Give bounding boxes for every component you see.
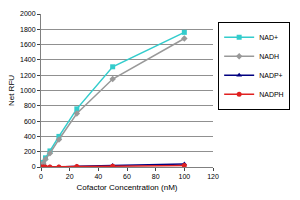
svg-text:0: 0: [32, 163, 36, 170]
svg-text:20: 20: [66, 173, 74, 180]
svg-text:60: 60: [123, 173, 131, 180]
svg-text:200: 200: [24, 148, 36, 155]
svg-text:1200: 1200: [20, 72, 36, 79]
svg-text:80: 80: [152, 173, 160, 180]
svg-text:2000: 2000: [20, 10, 36, 17]
svg-text:1400: 1400: [20, 56, 36, 63]
svg-text:1800: 1800: [20, 26, 36, 33]
svg-text:Cofactor Concentration (nM): Cofactor Concentration (nM): [77, 183, 178, 192]
svg-text:800: 800: [24, 102, 36, 109]
svg-text:100: 100: [178, 173, 190, 180]
svg-text:400: 400: [24, 133, 36, 140]
svg-text:Net RFU: Net RFU: [7, 75, 16, 106]
svg-text:NADH: NADH: [259, 53, 279, 60]
svg-text:0: 0: [39, 173, 43, 180]
svg-text:600: 600: [24, 118, 36, 125]
svg-text:NADP+: NADP+: [259, 72, 283, 79]
svg-text:40: 40: [94, 173, 102, 180]
svg-text:1600: 1600: [20, 41, 36, 48]
svg-text:NADPH: NADPH: [259, 91, 284, 98]
svg-text:1000: 1000: [20, 87, 36, 94]
svg-text:NAD+: NAD+: [259, 34, 278, 41]
svg-text:120: 120: [207, 173, 219, 180]
